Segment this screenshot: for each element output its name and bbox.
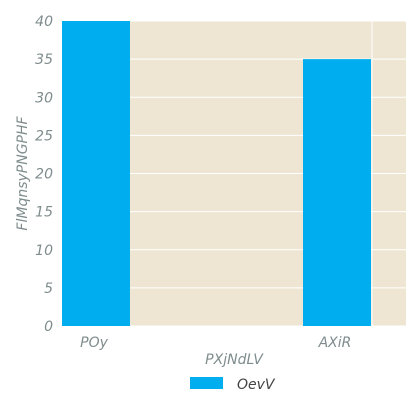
- y-tick-label: 30: [35, 90, 53, 106]
- y-tick-label: 0: [44, 319, 53, 335]
- x-axis-ticks: POy AXiR: [80, 335, 351, 351]
- y-tick-label: 25: [35, 128, 53, 144]
- legend: OevV: [190, 377, 276, 393]
- y-axis-ticks: 0 5 10 15 20 25 30 35 40: [35, 14, 53, 335]
- y-tick-label: 35: [35, 52, 53, 68]
- x-axis-title: PXjNdLV: [205, 352, 264, 368]
- x-tick-label: POy: [80, 335, 108, 351]
- y-axis-title: FlMqnsyPNGPHF: [15, 115, 31, 230]
- x-tick-label: AXiR: [318, 335, 352, 351]
- y-tick-label: 20: [35, 167, 53, 183]
- y-tick-label: 5: [44, 281, 53, 297]
- bar-POy: [62, 21, 130, 326]
- y-tick-label: 40: [35, 14, 53, 30]
- y-tick-label: 15: [35, 205, 53, 221]
- legend-label: OevV: [237, 377, 276, 393]
- y-tick-label: 10: [35, 243, 53, 259]
- bars: [62, 21, 371, 326]
- bar-AXiR: [303, 59, 371, 326]
- legend-swatch: [190, 377, 223, 389]
